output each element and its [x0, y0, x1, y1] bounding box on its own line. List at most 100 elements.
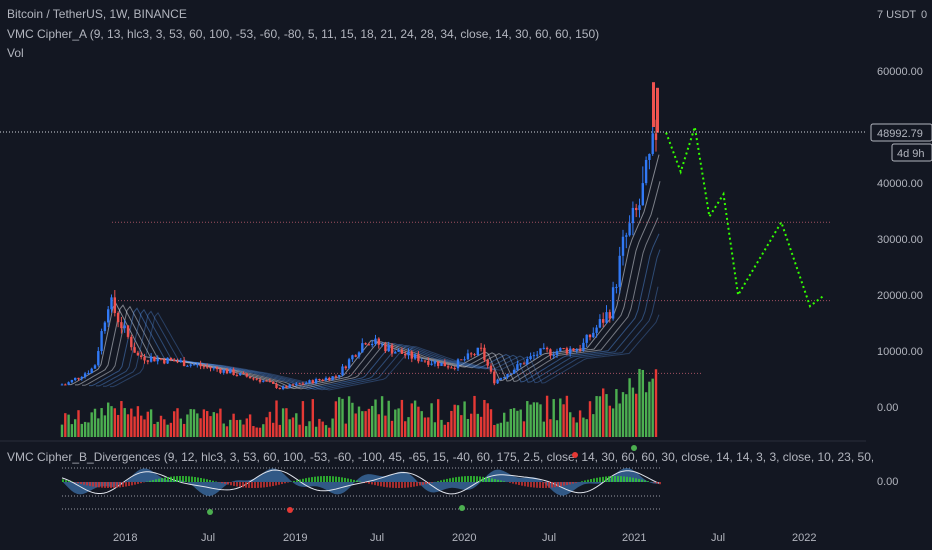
price-axis: 7 USDT 0 60000.00 48992.79 4d 9h 40000.0…	[870, 9, 932, 488]
volume-bar	[509, 408, 512, 437]
money-flow-bar	[515, 482, 517, 485]
candle-body	[559, 348, 562, 352]
money-flow-bar	[365, 482, 367, 483]
volume-bar	[526, 401, 529, 437]
volume-bar	[169, 422, 173, 437]
money-flow-bar	[296, 480, 298, 482]
volume-bar	[225, 426, 229, 437]
indicator-cipher-a-label[interactable]: VMC Cipher_A (9, 13, hlc3, 3, 53, 60, 10…	[7, 27, 600, 41]
last-price-tag[interactable]	[870, 123, 932, 142]
volume-bar	[569, 412, 572, 437]
candle-body	[652, 82, 655, 127]
volume-bar	[476, 413, 479, 437]
volume-label[interactable]: Vol	[7, 46, 24, 60]
candle-body	[390, 345, 394, 354]
countdown-tag	[891, 143, 932, 162]
volume-bar	[80, 423, 83, 437]
volume-bar	[522, 421, 526, 437]
candle-body	[110, 297, 113, 310]
candle-body	[397, 349, 400, 352]
volume-bar	[635, 393, 638, 437]
volume-bar	[456, 405, 460, 437]
money-flow-bar	[350, 479, 352, 482]
candle-body	[166, 357, 169, 364]
candle-body	[298, 383, 301, 385]
volume-bar	[288, 419, 291, 437]
volume-bar	[268, 411, 272, 437]
money-flow-bar	[188, 476, 190, 482]
volume-bar	[83, 421, 87, 437]
volume-bar	[384, 415, 387, 437]
candle-body	[83, 373, 87, 378]
money-flow-bar	[155, 479, 157, 482]
volume-bar	[212, 412, 215, 437]
candle-body	[654, 133, 658, 140]
candle-body	[265, 380, 268, 382]
candle-body	[575, 349, 578, 351]
candle-body	[314, 378, 318, 384]
indicator-cipher-b-label[interactable]: VMC Cipher_B_Divergences (9, 12, hlc3, 3…	[7, 450, 873, 464]
money-flow-bar	[302, 478, 304, 482]
volume-bar	[615, 389, 618, 437]
candle-body	[344, 366, 347, 369]
volume-bar	[159, 415, 163, 437]
candle-body	[493, 371, 496, 384]
candle-body	[509, 373, 512, 375]
money-flow-bar	[386, 482, 388, 488]
projection-line[interactable]	[665, 126, 826, 308]
volume-bar	[295, 413, 298, 437]
projection-path	[665, 126, 826, 308]
money-flow-bar	[269, 482, 271, 487]
candle-body	[549, 349, 552, 356]
money-flow-bar	[524, 482, 526, 487]
candle-body	[410, 351, 413, 359]
money-flow-bar	[221, 482, 223, 484]
volume-bar	[182, 423, 186, 437]
price-tick-30000: 30000.00	[877, 234, 923, 246]
volume-bar	[371, 405, 374, 437]
money-flow-bar	[437, 481, 439, 482]
time-tick-jul-2021: Jul	[711, 532, 725, 544]
money-flow-bar	[599, 477, 601, 482]
volume-bar	[215, 413, 219, 437]
money-flow-bar	[89, 482, 91, 486]
candle-body	[77, 377, 80, 379]
candle-body	[305, 382, 308, 384]
currency-label[interactable]: 7 USDT	[877, 9, 916, 21]
volume-bar	[103, 415, 107, 437]
time-tick-2021: 2021	[622, 532, 646, 544]
cipher-b-oscillator	[61, 445, 661, 515]
money-flow-bar	[272, 482, 274, 487]
price-tick-20000: 20000.00	[877, 290, 923, 302]
money-flow-bar	[371, 482, 373, 485]
candle-body	[506, 374, 509, 378]
candle-body	[384, 344, 387, 352]
volume-bar	[453, 404, 456, 437]
candle-body	[555, 351, 559, 356]
money-flow-bar	[629, 477, 631, 482]
volume-bar	[173, 411, 176, 437]
candle-body	[288, 384, 291, 388]
candle-body	[532, 355, 536, 357]
candle-body	[255, 378, 258, 380]
volume-bar	[308, 421, 311, 437]
money-flow-bar	[641, 479, 643, 482]
volume-bar	[585, 419, 588, 437]
candle-body	[295, 383, 298, 386]
candle-body	[357, 352, 361, 357]
candle-body	[87, 373, 90, 375]
volume-bar	[97, 418, 100, 437]
money-flow-bar	[167, 477, 169, 482]
money-flow-bar	[107, 482, 109, 488]
money-flow-bar	[542, 482, 544, 488]
money-flow-bar	[509, 482, 511, 483]
volume-bar	[598, 396, 602, 437]
money-flow-bar	[173, 476, 175, 482]
money-flow-bar	[560, 482, 562, 487]
money-flow-bar	[344, 477, 346, 482]
candle-body	[536, 354, 539, 356]
volume-bar	[179, 418, 182, 437]
candle-body	[209, 366, 212, 369]
volume-bar	[202, 409, 206, 437]
